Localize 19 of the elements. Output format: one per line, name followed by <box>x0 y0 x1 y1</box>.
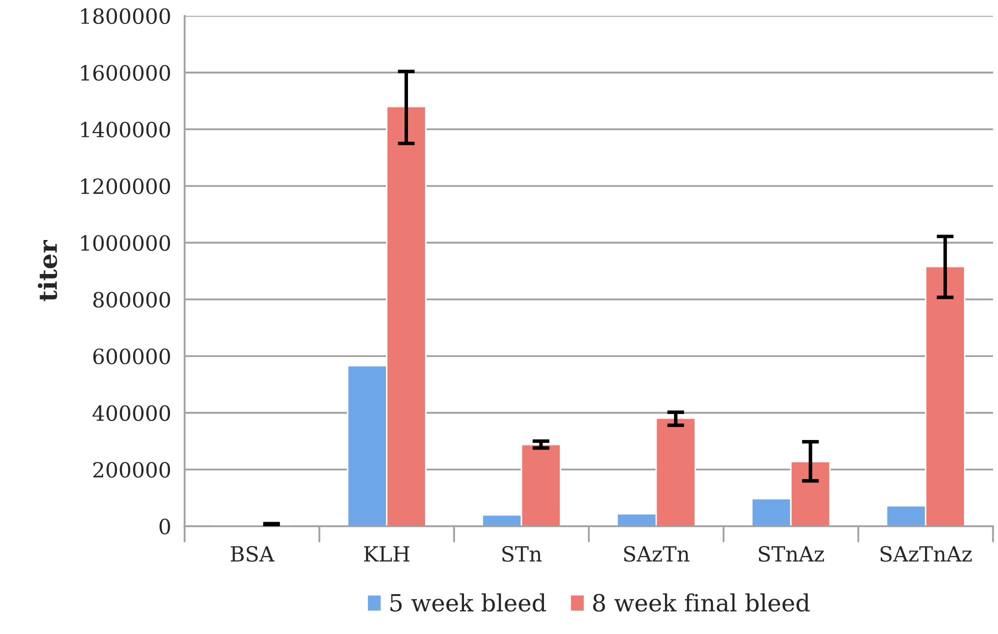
y-tick-label: 1200000 <box>81 178 170 194</box>
y-tick-label: 400000 <box>92 405 170 422</box>
y-axis-title: titer <box>38 240 58 302</box>
y-tick-label: 1800000 <box>81 8 170 24</box>
x-tick-label: KLH <box>364 546 410 562</box>
x-tick-label: SAzTnAz <box>880 546 972 562</box>
y-tick-label: 1400000 <box>81 122 170 138</box>
y-tick-label: 1000000 <box>81 235 170 251</box>
legend-label: 8 week final bleed <box>593 593 810 612</box>
x-tick-label: SAzTn <box>624 546 690 562</box>
y-tick-label: 0 <box>160 518 170 534</box>
x-tick-label: STnAz <box>758 546 824 562</box>
y-tick-label: 800000 <box>93 292 170 308</box>
y-tick-label: 1600000 <box>81 65 170 81</box>
legend-label: 5 week bleed <box>390 593 546 612</box>
y-tick-label: 200000 <box>93 462 170 478</box>
x-tick-label: STn <box>502 546 542 562</box>
y-tick-label: 600000 <box>93 348 170 364</box>
x-tick-label: BSA <box>230 546 275 562</box>
